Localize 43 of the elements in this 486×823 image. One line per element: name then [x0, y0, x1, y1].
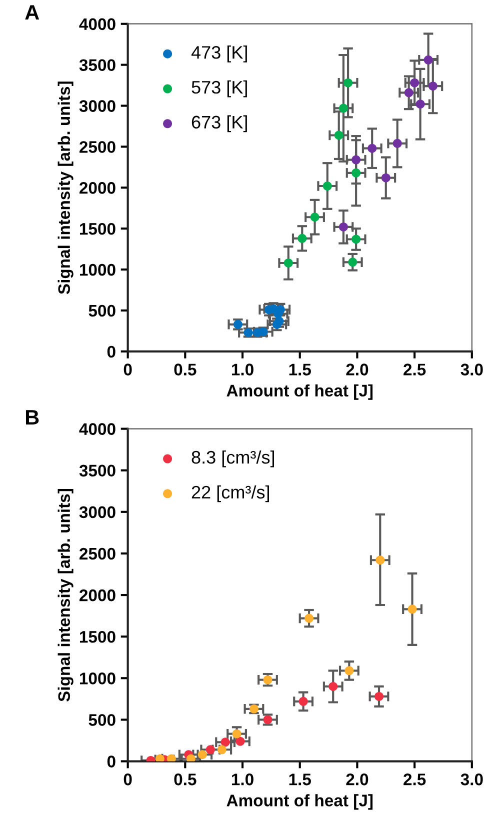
chart-title: A [25, 5, 40, 20]
y-tick-label: 1500 [80, 630, 116, 643]
y-tick-label: 2000 [80, 182, 116, 194]
y-tick-label: 4000 [79, 423, 116, 435]
x-axis-title: Amount of heat [J] [226, 794, 373, 810]
chart-title: B [26, 410, 39, 424]
y-tick-label: 2000 [80, 589, 116, 602]
x-tick-label: 0.5 [174, 364, 196, 376]
y-tick-label: 2500 [80, 141, 116, 153]
y-tick-label: 3500 [79, 464, 116, 477]
legend-label: 473 [K] [191, 46, 247, 62]
x-tick-label: 2.0 [346, 364, 368, 376]
y-tick-label: 3000 [79, 100, 116, 112]
y-tick-label: 500 [88, 714, 116, 726]
y-tick-label: 3500 [79, 59, 116, 72]
y-tick-label: 1500 [80, 222, 116, 235]
y-tick-label: 1000 [80, 672, 116, 684]
y-tick-label: 3000 [79, 506, 116, 518]
x-tick-label: 1.5 [289, 364, 311, 376]
y-tick-label: 1000 [80, 264, 116, 276]
x-tick-label: 0 [124, 364, 132, 376]
x-tick-label: 2.0 [346, 774, 368, 786]
legend-label: 573 [K] [192, 80, 247, 98]
y-axis-title: Signal intensity [arb. units] [58, 489, 74, 702]
x-tick-label: 3.0 [460, 774, 483, 786]
x-tick-label: 1.5 [289, 774, 311, 786]
x-tick-label: 1.0 [232, 364, 254, 376]
legend-label: 8.3 [cm³/s] [192, 450, 274, 468]
x-tick-label: 2.5 [404, 774, 426, 786]
x-tick-label: 0.5 [174, 774, 196, 786]
x-axis-title: Amount of heat [J] [226, 384, 373, 400]
y-tick-label: 0 [107, 756, 116, 768]
y-tick-label: 2500 [80, 548, 116, 560]
x-tick-label: 3.0 [460, 364, 483, 376]
x-tick-label: 1.0 [232, 774, 254, 786]
y-tick-label: 4000 [79, 18, 116, 30]
x-tick-label: 0 [124, 774, 132, 786]
y-tick-label: 500 [88, 304, 116, 317]
y-axis-title: Signal intensity [arb. units] [58, 82, 74, 294]
legend-label: 22 [cm³/s] [192, 485, 269, 502]
x-tick-label: 2.5 [404, 364, 426, 376]
y-tick-label: 0 [107, 346, 116, 358]
legend-label: 673 [K] [192, 115, 247, 132]
